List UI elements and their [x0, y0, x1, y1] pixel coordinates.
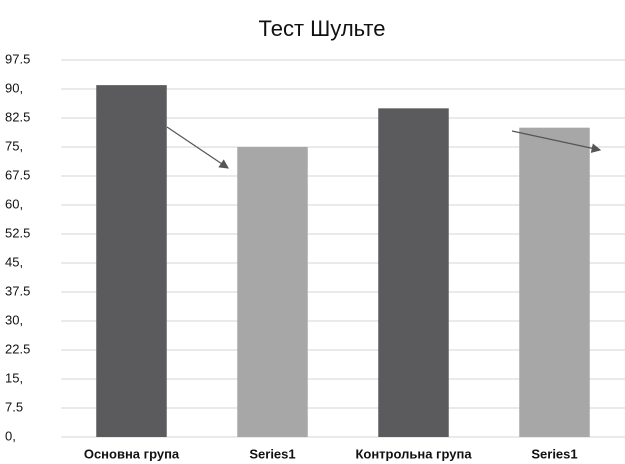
- bar: [96, 85, 167, 437]
- y-tick-label: 45,: [5, 254, 23, 269]
- y-tick-label: 90,: [5, 80, 23, 95]
- arrow: [166, 126, 229, 169]
- y-tick-label: 60,: [5, 196, 23, 211]
- bars: [96, 85, 590, 438]
- y-tick-label: 22.5: [5, 341, 30, 356]
- bar: [378, 108, 449, 437]
- y-tick-label: 52.5: [5, 225, 30, 240]
- y-tick-label: 15,: [5, 370, 23, 385]
- x-tick-label: Series1: [249, 446, 295, 461]
- y-tick-label: 7.5: [5, 399, 23, 414]
- y-tick-label: 75,: [5, 138, 23, 153]
- y-tick-label: 37.5: [5, 283, 30, 298]
- y-tick-label: 30,: [5, 312, 23, 327]
- y-tick-label: 82.5: [5, 109, 30, 124]
- x-tick-label: Series1: [531, 446, 577, 461]
- bar: [519, 127, 590, 438]
- y-tick-label: 97.5: [5, 51, 30, 66]
- bar: [237, 147, 308, 437]
- y-tick-label: 0,: [5, 428, 16, 443]
- arrow: [511, 130, 602, 153]
- x-tick-label: Контрольна група: [355, 446, 472, 461]
- y-tick-label: 67.5: [5, 167, 30, 182]
- x-tick-label: Основна група: [84, 446, 180, 461]
- chart-title: Тест Шульте: [259, 16, 386, 41]
